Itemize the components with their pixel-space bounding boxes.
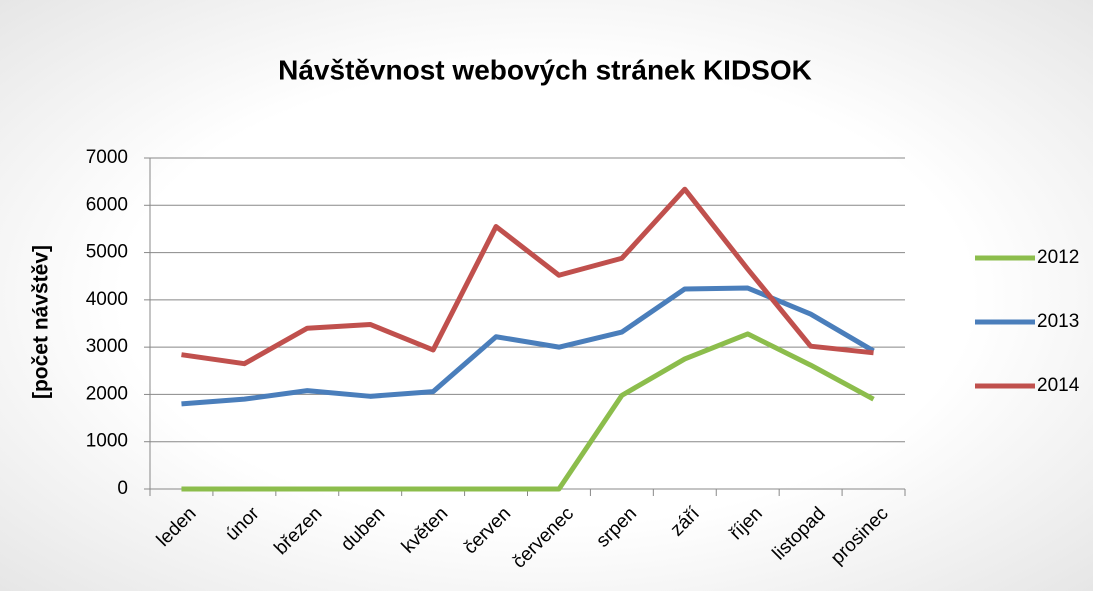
y-tick-label: 2000 [86,383,128,404]
series-line [181,285,875,407]
y-tick-label: 4000 [86,289,128,310]
x-tick-label: srpen [592,503,640,551]
x-tick-label: únor [222,503,264,545]
y-tick-label: 0 [117,478,128,499]
legend-label: 2012 [1037,247,1079,268]
y-axis-label: [počet návštěv] [30,245,53,399]
x-tick-label: leden [153,503,201,551]
x-tick-label: červen [460,503,515,558]
x-tick-label: září [667,503,705,541]
x-tick-label: květen [398,503,452,557]
series-line [181,331,875,492]
y-tick-label: 5000 [86,242,128,263]
x-tick-label: červenec [509,503,578,572]
legend-label: 2013 [1037,311,1079,332]
legend-label: 2014 [1037,375,1080,396]
x-tick-label: listopad [769,503,830,564]
series-line [181,186,874,367]
x-tick-label: říjen [726,503,767,544]
x-tick-label: březen [270,503,326,559]
chart-title: Návštěvnost webových stránek KIDSOK [278,54,812,85]
y-tick-label: 6000 [86,194,128,215]
y-tick-label: 3000 [86,336,128,357]
y-tick-label: 7000 [86,147,128,168]
x-tick-label: prosinec [827,503,893,569]
y-tick-label: 1000 [86,431,128,452]
x-tick-label: duben [337,503,389,555]
